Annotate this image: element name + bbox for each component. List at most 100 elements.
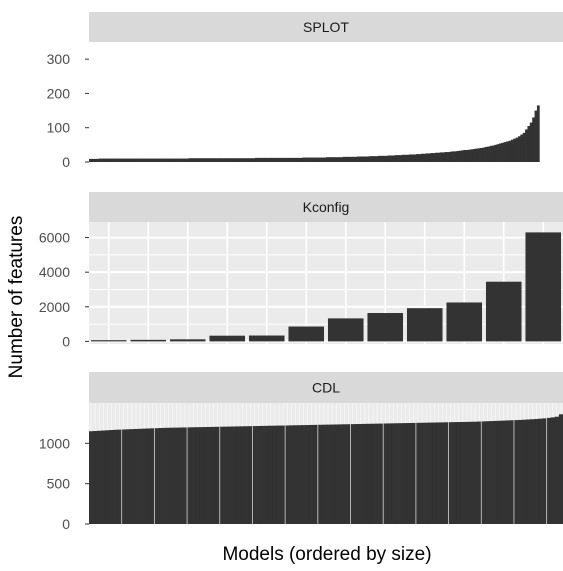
bar (281, 425, 286, 524)
bar (264, 425, 270, 524)
bar (489, 145, 493, 162)
y-tick-label: 1000 (39, 435, 70, 451)
bar (475, 148, 479, 162)
bar (505, 420, 511, 524)
bar (424, 422, 429, 524)
bar (305, 425, 311, 524)
bar (387, 155, 391, 162)
bar (404, 154, 407, 162)
y-tick-label: 0 (62, 154, 70, 170)
bar (283, 157, 287, 162)
bar (407, 423, 413, 524)
bar (309, 424, 315, 524)
bar (195, 158, 199, 162)
bar (373, 156, 377, 162)
bar (164, 158, 168, 162)
bar (420, 153, 424, 162)
bar (346, 424, 351, 524)
facet-strip (89, 192, 563, 222)
bar (359, 156, 362, 162)
bar (513, 420, 519, 524)
bar (333, 157, 336, 162)
bar (382, 155, 386, 162)
y-tick-label: 200 (47, 85, 71, 101)
bar (227, 426, 233, 524)
bar (323, 157, 327, 162)
bar (532, 117, 535, 162)
bar (146, 428, 151, 524)
bar (244, 426, 249, 524)
bar (226, 158, 230, 162)
bar (170, 427, 176, 524)
bar (509, 420, 515, 524)
bar (352, 156, 355, 162)
bar (318, 157, 322, 162)
bar (186, 158, 189, 162)
bar (383, 423, 388, 524)
bar (133, 428, 139, 524)
bar (264, 157, 268, 162)
bar (448, 422, 454, 524)
bar (515, 137, 519, 162)
bar (117, 429, 123, 524)
bar (522, 132, 526, 162)
bar (354, 156, 358, 162)
bar (101, 430, 106, 524)
bar (427, 153, 431, 162)
bar (534, 418, 539, 524)
bar (302, 157, 306, 162)
bar (371, 156, 374, 162)
bar (335, 157, 339, 162)
bar (525, 129, 528, 162)
bar (358, 423, 364, 524)
bar (316, 157, 320, 162)
bar (203, 427, 208, 524)
bar (105, 158, 109, 162)
bar (375, 156, 379, 162)
bar (278, 157, 282, 162)
bar (494, 144, 498, 162)
bar (205, 158, 208, 162)
bar (169, 339, 206, 342)
bar (487, 146, 490, 162)
bar (480, 147, 483, 162)
bar (214, 158, 218, 162)
bar (235, 158, 239, 162)
bar (145, 158, 149, 162)
bar (527, 126, 531, 162)
bar (423, 153, 426, 162)
bar (155, 158, 159, 162)
bar (403, 423, 409, 524)
bar (411, 154, 415, 162)
bar (442, 152, 445, 162)
bar (199, 427, 204, 524)
bar (395, 423, 400, 524)
bar (510, 139, 514, 162)
bar (257, 157, 261, 162)
bar (437, 152, 441, 162)
bar (499, 143, 502, 162)
bar (367, 313, 404, 342)
bar (389, 155, 393, 162)
bar (103, 158, 106, 162)
bar (485, 421, 490, 524)
bar (328, 157, 332, 162)
bar (260, 425, 266, 524)
bar (394, 155, 398, 162)
bar (110, 158, 114, 162)
bar (484, 146, 488, 162)
bar (150, 158, 154, 162)
bar (497, 420, 503, 524)
bar (472, 148, 476, 162)
bar (326, 157, 329, 162)
bar (243, 158, 246, 162)
bar (233, 158, 237, 162)
bar (207, 426, 212, 524)
bar (311, 157, 315, 162)
bar (451, 151, 455, 162)
bar (166, 427, 172, 524)
bar (338, 424, 343, 524)
bar (489, 421, 494, 524)
bar (378, 155, 381, 162)
bar (216, 158, 220, 162)
